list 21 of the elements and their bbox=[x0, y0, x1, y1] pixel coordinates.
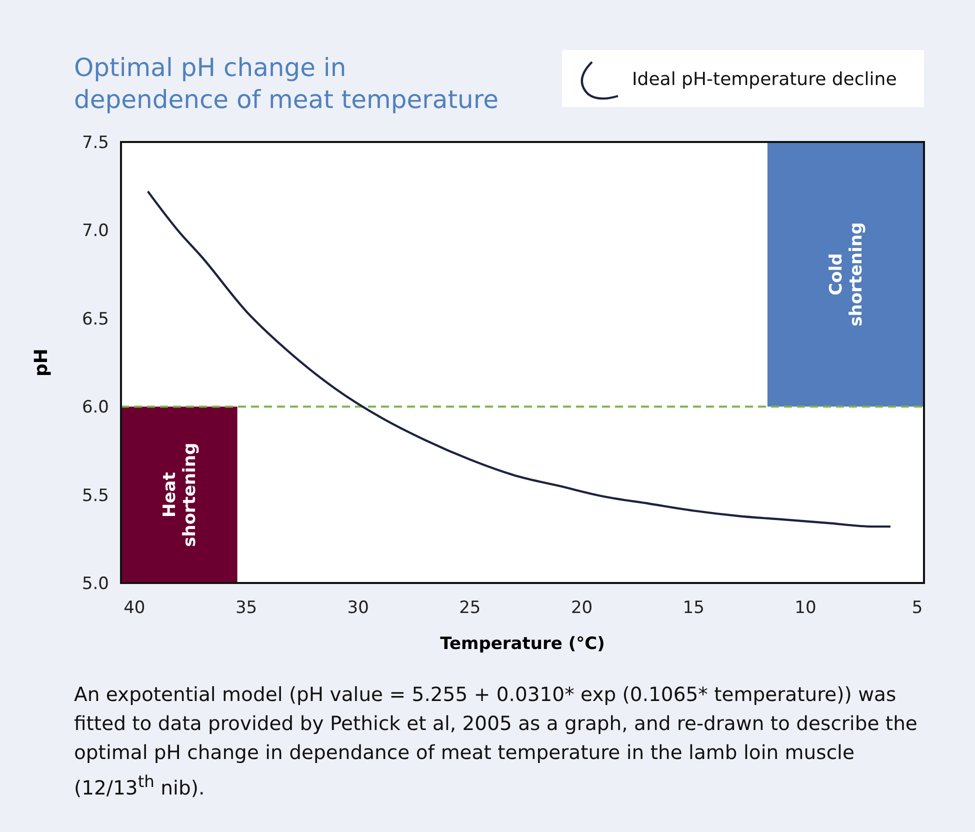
x-axis-title: Temperature (°C) bbox=[440, 634, 605, 654]
x-tick-label: 35 bbox=[235, 598, 258, 618]
y-tick-label: 5.0 bbox=[82, 574, 109, 594]
x-tick-label: 30 bbox=[347, 598, 369, 618]
band-label: Heat shortening bbox=[160, 442, 200, 547]
x-tick-label: 40 bbox=[124, 598, 146, 618]
x-tick-label: 20 bbox=[570, 598, 593, 618]
text: An expotential model (pH value = 5.255 + 0.0310* exp (0.1065* temperature)) was fitted to data provided by Pethick et al, 2005 as a graph, and re-drawn to describe the optimal pH change in dependance of meat temperature in the lamb loin muscle (12/13$^{th}$ nib). bbox=[74, 682, 918, 802]
y-tick-label: 5.5 bbox=[82, 486, 109, 506]
x-tick-label: 25 bbox=[459, 598, 481, 618]
x-tick-label: 5 bbox=[912, 598, 923, 618]
y-axis-title: pH bbox=[31, 348, 52, 376]
x-tick-label: 15 bbox=[682, 598, 704, 618]
y-tick-label: 7.0 bbox=[82, 221, 109, 242]
y-tick-label: 7.5 bbox=[82, 133, 109, 153]
band-label: Cold shortening bbox=[826, 222, 867, 326]
y-tick-label: 6.0 bbox=[82, 398, 109, 418]
chart-title: Optimal pH change in dependence of meat temperature bbox=[74, 53, 498, 114]
legend-label: Ideal pH-temperature decline bbox=[632, 69, 897, 90]
x-tick-label: 10 bbox=[794, 598, 816, 618]
y-tick-label: 6.5 bbox=[82, 309, 109, 330]
